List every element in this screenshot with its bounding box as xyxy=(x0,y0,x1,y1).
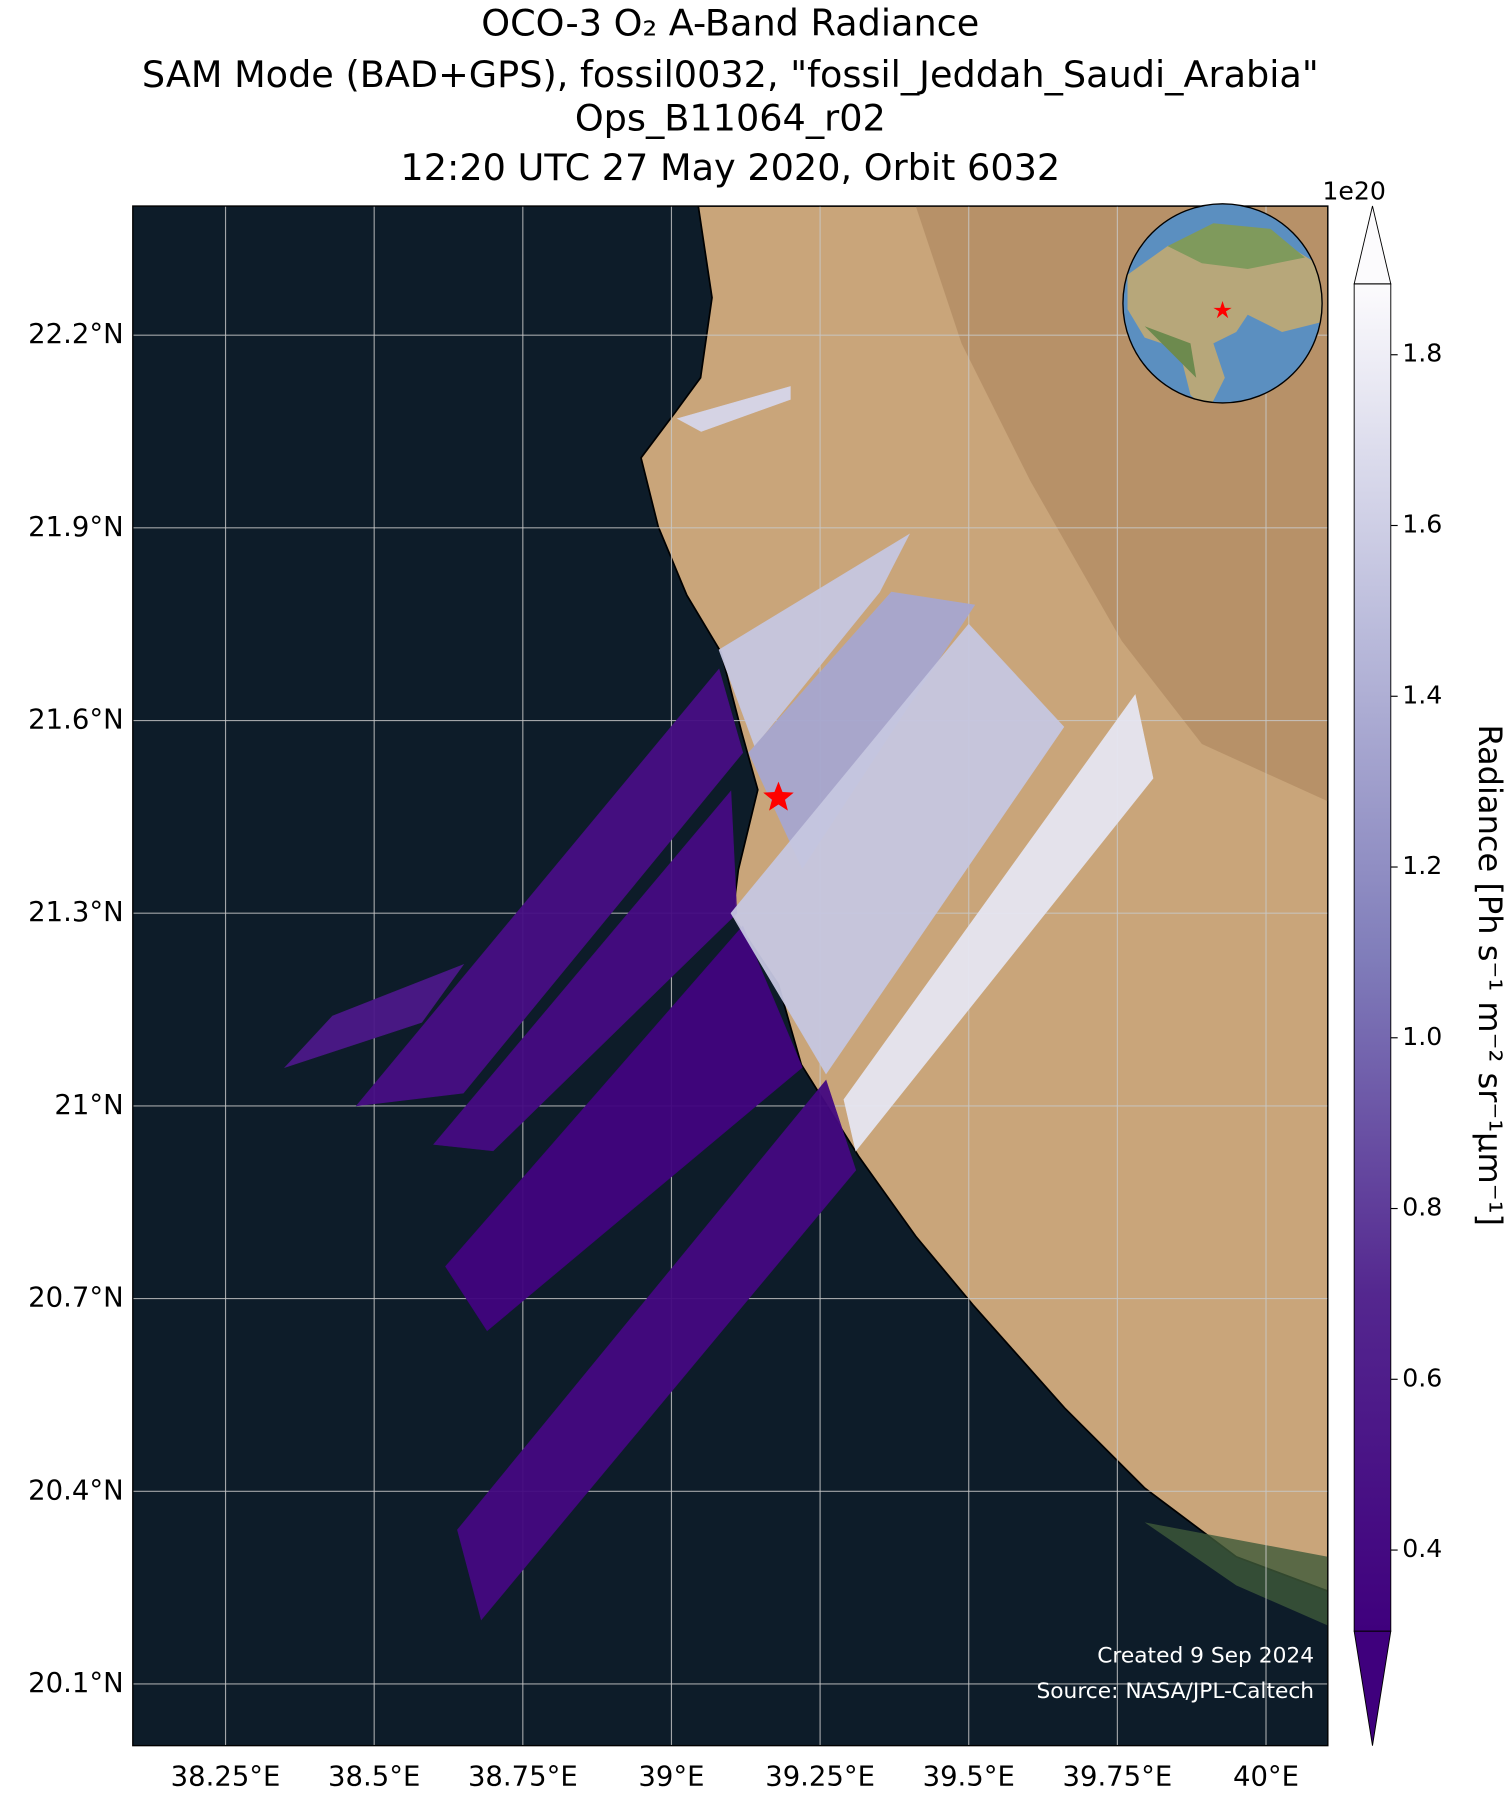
colorbar-tick-label: 1.4 xyxy=(1402,680,1442,709)
y-tick-label: 21°N xyxy=(54,1090,123,1121)
title-line: OCO-3 O₂ A-Band Radiance xyxy=(481,2,979,45)
y-tick-label: 20.4°N xyxy=(28,1475,123,1506)
y-tick-label: 21.3°N xyxy=(28,897,123,928)
x-tick-label: 38.75°E xyxy=(468,1762,578,1793)
y-tick-label: 21.9°N xyxy=(28,512,123,543)
y-tick-label: 22.2°N xyxy=(28,319,123,350)
x-tick-label: 38.5°E xyxy=(328,1762,420,1793)
colorbar-tick-label: 0.8 xyxy=(1402,1193,1442,1222)
globe-inset xyxy=(1122,203,1323,404)
colorbar-tick-label: 1.2 xyxy=(1402,851,1442,880)
colorbar-extend-bottom xyxy=(1353,1630,1392,1746)
map-frame xyxy=(132,205,1329,1747)
title-line: 12:20 UTC 27 May 2020, Orbit 6032 xyxy=(400,146,1060,189)
colorbar-tick-label: 1.8 xyxy=(1402,339,1442,368)
vegetation xyxy=(1144,1522,1328,1626)
radiance-swath xyxy=(843,694,1154,1152)
x-tick-label: 40°E xyxy=(1233,1762,1299,1793)
radiance-swath xyxy=(355,668,744,1107)
colorbar-gradient xyxy=(1354,283,1391,1632)
colorbar-label: Radiance [Ph s⁻¹ m⁻² sr⁻¹μm⁻¹] xyxy=(1471,724,1509,1226)
colorbar-exponent: 1e20 xyxy=(1322,176,1386,205)
colorbar-tick-label: 0.4 xyxy=(1402,1534,1442,1563)
radiance-swath xyxy=(676,386,791,432)
x-tick-label: 38.25°E xyxy=(171,1762,281,1793)
colorbar-extend-top xyxy=(1353,205,1392,285)
y-tick-label: 20.7°N xyxy=(28,1283,123,1314)
radiance-swath xyxy=(445,925,803,1332)
title-line: Ops_B11064_r02 xyxy=(575,97,886,140)
x-tick-label: 39.75°E xyxy=(1063,1762,1173,1793)
y-tick-label: 21.6°N xyxy=(28,705,123,736)
radiance-swath xyxy=(457,1079,857,1621)
x-tick-label: 39°E xyxy=(638,1762,704,1793)
radiance-swath xyxy=(718,533,910,747)
x-tick-label: 39.5°E xyxy=(923,1762,1015,1793)
radiance-swath xyxy=(284,963,465,1068)
basemap xyxy=(132,206,1328,1746)
x-tick-label: 39.25°E xyxy=(765,1762,875,1793)
colorbar-tick-label: 0.6 xyxy=(1402,1363,1442,1392)
colorbar-tick-label: 1.6 xyxy=(1402,510,1442,539)
footer-text: Source: NASA/JPL-Caltech xyxy=(1036,1679,1314,1704)
colorbar-frame xyxy=(1353,283,1392,1632)
footer-text: Created 9 Sep 2024 xyxy=(1097,1643,1314,1668)
title-line: SAM Mode (BAD+GPS), fossil0032, "fossil_… xyxy=(142,53,1319,96)
y-tick-label: 20.1°N xyxy=(28,1668,123,1699)
radiance-swath xyxy=(730,623,1065,1075)
radiance-swath xyxy=(748,591,976,869)
target-star xyxy=(763,781,794,811)
colorbar-tick-label: 1.0 xyxy=(1402,1022,1442,1051)
